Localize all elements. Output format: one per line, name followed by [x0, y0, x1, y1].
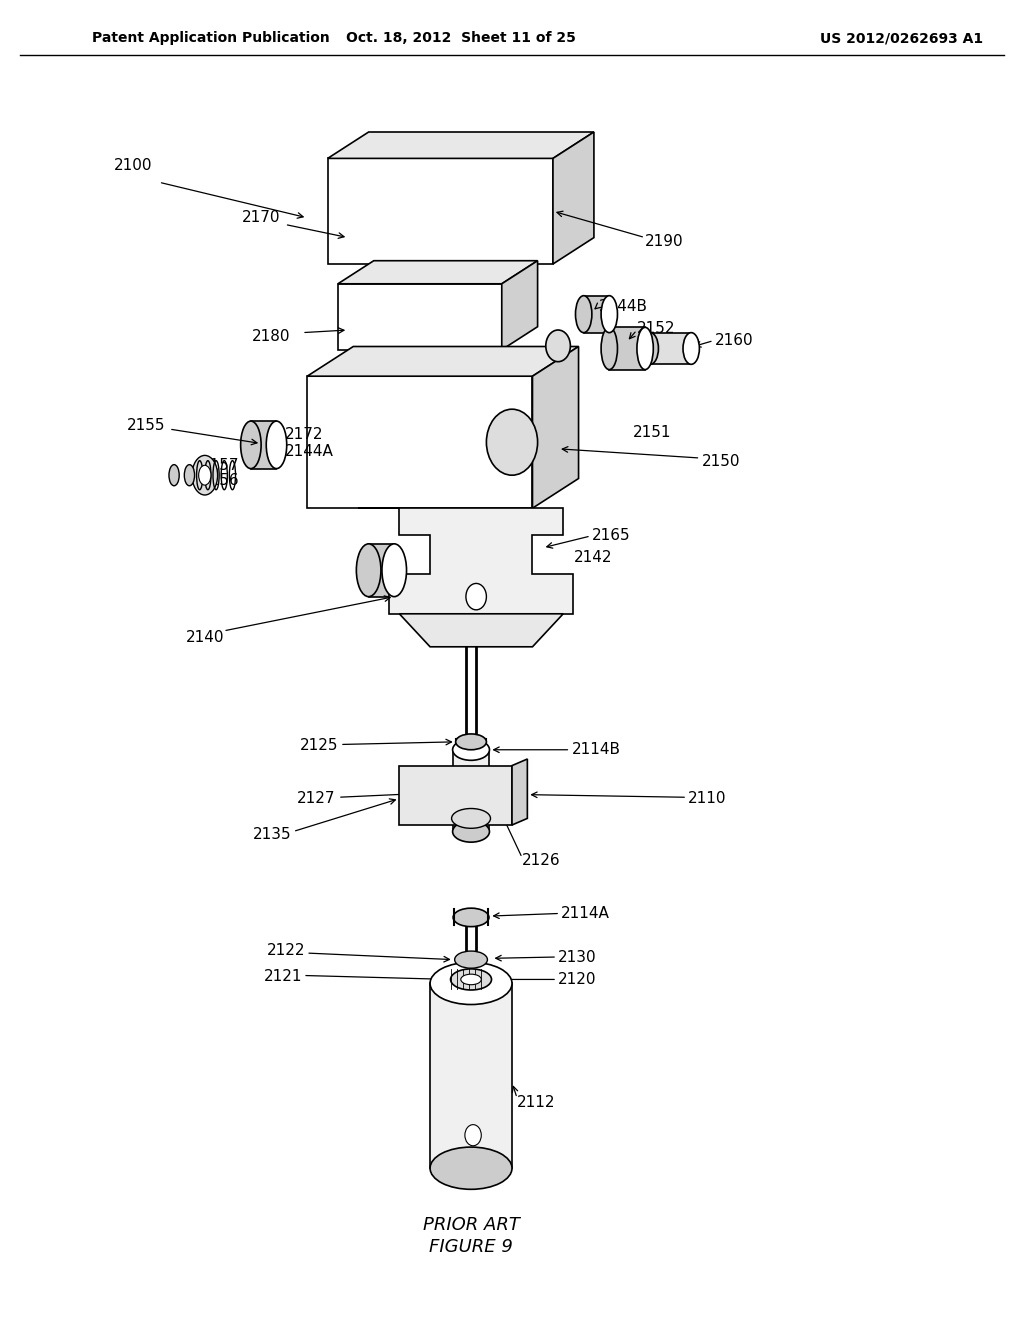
Ellipse shape: [642, 333, 658, 364]
Circle shape: [465, 1125, 481, 1146]
Ellipse shape: [453, 821, 489, 842]
Text: 2144B: 2144B: [599, 298, 648, 314]
Circle shape: [486, 409, 538, 475]
Text: 2130: 2130: [558, 949, 597, 965]
Polygon shape: [609, 327, 645, 370]
Text: 2110: 2110: [688, 791, 727, 807]
Ellipse shape: [601, 296, 617, 333]
Text: 2165: 2165: [592, 528, 631, 544]
Ellipse shape: [575, 296, 592, 333]
Ellipse shape: [601, 327, 617, 370]
Text: 2172: 2172: [285, 426, 324, 442]
Polygon shape: [338, 284, 502, 350]
Polygon shape: [584, 296, 609, 333]
Polygon shape: [650, 333, 691, 364]
Text: 2142: 2142: [573, 549, 612, 565]
Ellipse shape: [241, 421, 261, 469]
Ellipse shape: [453, 908, 489, 927]
Text: 2114B: 2114B: [571, 742, 621, 758]
Text: 2190: 2190: [645, 234, 684, 249]
Ellipse shape: [356, 544, 381, 597]
Ellipse shape: [637, 327, 653, 370]
Polygon shape: [307, 347, 579, 376]
Text: 2126: 2126: [522, 853, 561, 869]
Ellipse shape: [382, 544, 407, 597]
Text: 2140: 2140: [185, 630, 224, 645]
Text: 2135: 2135: [253, 826, 292, 842]
Ellipse shape: [430, 962, 512, 1005]
Polygon shape: [328, 158, 553, 264]
Polygon shape: [453, 750, 489, 832]
Ellipse shape: [451, 969, 492, 990]
Polygon shape: [532, 347, 579, 508]
Circle shape: [546, 330, 570, 362]
Polygon shape: [328, 132, 594, 158]
Text: 2157: 2157: [201, 458, 240, 474]
Text: 2150: 2150: [701, 454, 740, 470]
Text: 2125: 2125: [299, 738, 338, 754]
Text: FIGURE 9: FIGURE 9: [429, 1238, 513, 1257]
Ellipse shape: [456, 734, 486, 750]
Text: 2121: 2121: [263, 969, 302, 985]
Ellipse shape: [461, 974, 481, 985]
Polygon shape: [338, 261, 538, 284]
Text: Oct. 18, 2012  Sheet 11 of 25: Oct. 18, 2012 Sheet 11 of 25: [346, 32, 575, 45]
Ellipse shape: [184, 465, 195, 486]
Polygon shape: [399, 766, 512, 825]
Ellipse shape: [455, 950, 487, 969]
Text: 2152: 2152: [637, 321, 676, 337]
Text: 2127: 2127: [297, 791, 336, 807]
Text: Patent Application Publication: Patent Application Publication: [92, 32, 330, 45]
Polygon shape: [430, 983, 512, 1168]
Polygon shape: [369, 544, 394, 597]
Text: 2180: 2180: [252, 329, 291, 345]
Ellipse shape: [193, 455, 218, 495]
Polygon shape: [553, 132, 594, 264]
Text: PRIOR ART: PRIOR ART: [423, 1216, 519, 1234]
Polygon shape: [512, 759, 527, 825]
Ellipse shape: [266, 421, 287, 469]
Text: 2151: 2151: [633, 425, 672, 441]
Text: 2160: 2160: [715, 333, 754, 348]
Ellipse shape: [453, 739, 489, 760]
Ellipse shape: [199, 465, 211, 484]
Circle shape: [466, 583, 486, 610]
Text: 2170: 2170: [242, 210, 281, 226]
Polygon shape: [358, 508, 573, 614]
Text: 2122: 2122: [266, 942, 305, 958]
Text: 2112: 2112: [517, 1094, 556, 1110]
Polygon shape: [399, 614, 563, 647]
Text: 2114A: 2114A: [561, 906, 610, 921]
Ellipse shape: [452, 808, 490, 829]
Text: 2155: 2155: [127, 417, 166, 433]
Polygon shape: [307, 376, 532, 508]
Text: 2120: 2120: [558, 972, 597, 987]
Ellipse shape: [169, 465, 179, 486]
Ellipse shape: [430, 1147, 512, 1189]
Text: US 2012/0262693 A1: US 2012/0262693 A1: [819, 32, 983, 45]
Polygon shape: [251, 421, 276, 469]
Text: 2144A: 2144A: [285, 444, 334, 459]
Ellipse shape: [683, 333, 699, 364]
Text: 2156: 2156: [201, 473, 240, 488]
Polygon shape: [502, 261, 538, 350]
Text: 2100: 2100: [114, 157, 153, 173]
